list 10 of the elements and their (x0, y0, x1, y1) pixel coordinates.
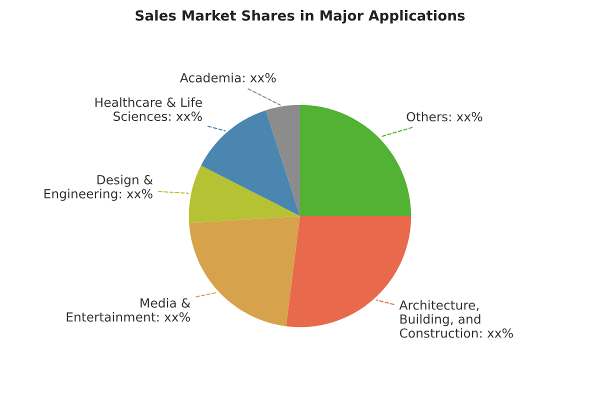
chart-title: Sales Market Shares in Major Applications (136, 10, 465, 24)
pie-slice (201, 110, 300, 216)
pie-slice (189, 216, 300, 326)
pie-slice (188, 166, 300, 223)
slice-label: Architecture, Building, and Construction: xx% (399, 300, 513, 338)
slice-label: Design & Engineering: xx% (44, 174, 153, 201)
slice-label: Others: xx% (406, 112, 482, 122)
slice-label: Academia: xx% (180, 72, 276, 82)
slice-label: Healthcare & Life Sciences: xx% (95, 97, 202, 122)
slice-label: Media & Entertainment: xx% (66, 298, 190, 322)
